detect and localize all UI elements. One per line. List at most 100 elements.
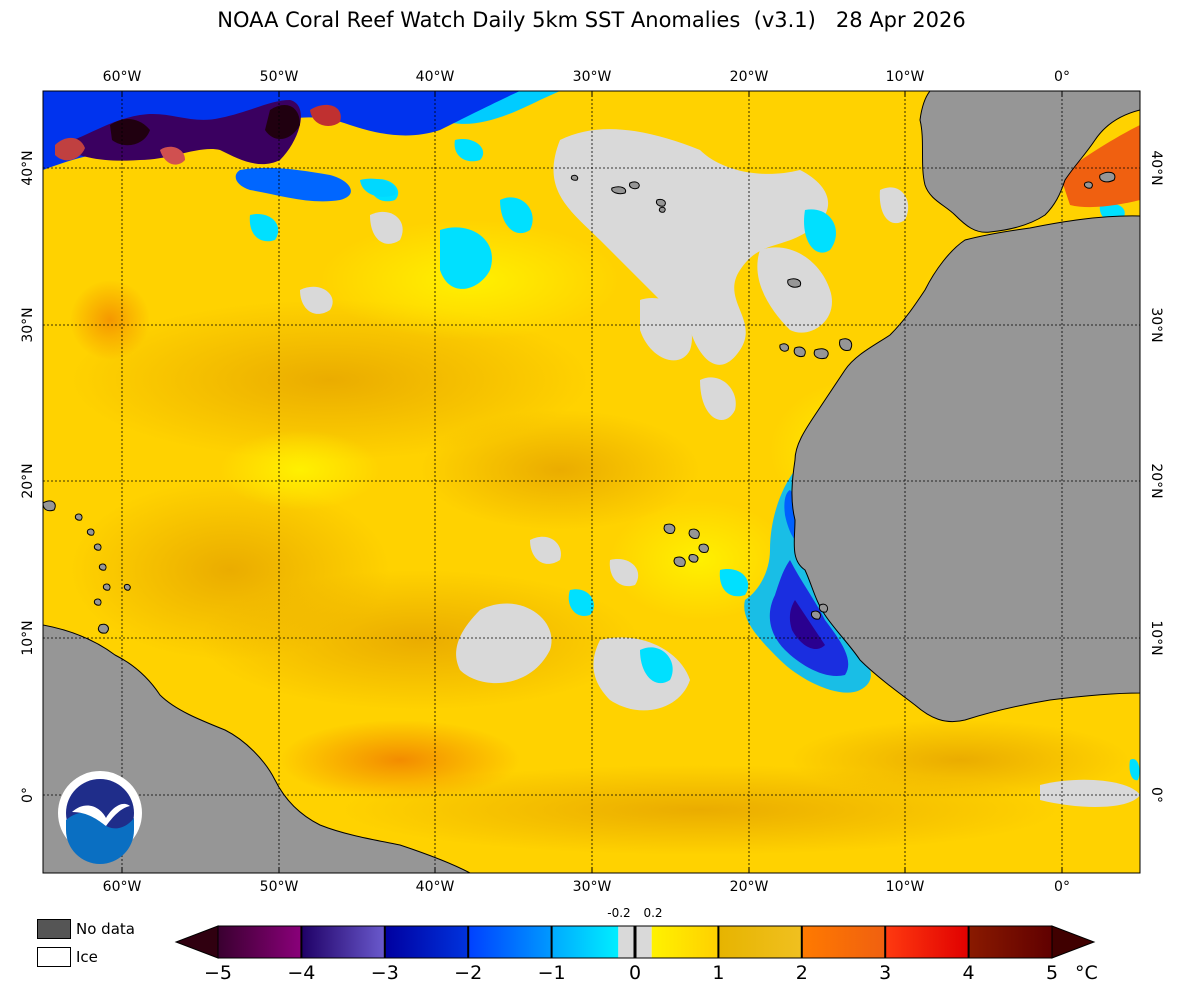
- lon-label-bottom: 20°W: [729, 879, 769, 895]
- nodata-label: No data: [76, 920, 135, 938]
- madeira-island: [787, 278, 802, 288]
- gulf-stream-deep-band: [60, 100, 301, 165]
- mediterranean-warm-area: [1060, 125, 1140, 208]
- lat-label-left: 0°: [20, 787, 36, 803]
- lon-label-bottom: 50°W: [259, 879, 299, 895]
- cape-verde-island: [688, 528, 700, 539]
- cape-verde-island: [673, 556, 686, 567]
- colorbar-segment: [718, 926, 802, 958]
- mild-anomaly-patch: [220, 430, 380, 510]
- lat-label-right: 0°: [1148, 787, 1164, 803]
- colorbar-segment: [384, 926, 469, 958]
- caribbean-island: [86, 528, 95, 536]
- caribbean-island: [93, 598, 102, 606]
- colorbar-segment: [968, 926, 1052, 958]
- colorbar-tick-label: 1: [712, 962, 725, 984]
- lat-label-left: 40°N: [20, 150, 36, 186]
- colorbar-tick-label: −3: [370, 962, 399, 984]
- gulf-stream-warm-eddy: [55, 137, 85, 161]
- gulf-stream-cold-core: [265, 105, 300, 140]
- azores-island: [629, 181, 640, 190]
- hot-anomaly-patch: [280, 720, 520, 800]
- warm-anomaly-patch: [790, 720, 1130, 800]
- colorbar-min-extend: [174, 925, 219, 959]
- colorbar-small-tick: -0.2: [607, 906, 631, 920]
- azores-island: [658, 206, 666, 213]
- warm-anomaly-patch: [200, 570, 640, 710]
- gulf-stream-mid-band: [43, 91, 520, 170]
- cape-verde-island: [663, 523, 676, 534]
- tick-marks: [121, 91, 1063, 873]
- colorbar-tick-label: −1: [537, 962, 566, 984]
- colorbar-tick-label: −2: [454, 962, 483, 984]
- caribbean-island: [102, 583, 111, 591]
- colorbar-segment: [218, 926, 302, 958]
- noaa-logo-icon: [58, 771, 142, 864]
- upwelling-deep-band: [769, 560, 849, 676]
- lat-label-left: 10°N: [20, 620, 36, 656]
- lat-label-right: 30°N: [1148, 307, 1164, 343]
- warm-anomaly-patch: [70, 300, 590, 460]
- colorbar: [174, 925, 1096, 959]
- azores-island: [656, 199, 666, 207]
- caribbean-island: [98, 563, 107, 571]
- colorbar-segment: [301, 926, 385, 958]
- balearic-island: [1084, 181, 1093, 189]
- canary-island: [839, 338, 853, 351]
- canary-island: [793, 346, 806, 357]
- colorbar-tick-label: 5: [1045, 962, 1059, 984]
- map-title: NOAA Coral Reef Watch Daily 5km SST Anom…: [217, 8, 966, 32]
- lon-label-top: 10°W: [885, 69, 925, 85]
- africa-landmass: [791, 215, 1140, 723]
- colorbar-segment: [801, 926, 886, 958]
- lon-label-top: 60°W: [102, 69, 142, 85]
- lon-label-top: 20°W: [729, 69, 769, 85]
- lon-label-bottom: 30°W: [572, 879, 612, 895]
- land-masses: [43, 91, 1140, 873]
- gulf-stream-cold-core: [110, 118, 150, 146]
- colorbar-tick-label: −4: [287, 962, 316, 984]
- bijagos-island: [818, 603, 829, 613]
- lon-label-top: 30°W: [572, 69, 612, 85]
- lon-label-bottom: 60°W: [102, 879, 142, 895]
- caribbean-island: [123, 584, 131, 591]
- gulf-stream-warm-eddy: [160, 146, 185, 165]
- colorbar-tick-label: 0: [628, 962, 642, 984]
- iberian-peninsula: [919, 91, 1140, 233]
- cape-verde-island: [688, 554, 699, 563]
- lat-label-left: 20°N: [20, 463, 36, 499]
- colorbar-unit: °C: [1075, 962, 1098, 984]
- warm-anomaly-patch: [420, 410, 700, 530]
- colorbar-tick-label: 3: [879, 962, 892, 984]
- colorbar-max-extend: [1051, 925, 1096, 959]
- gulf-stream-tail: [360, 178, 396, 197]
- lon-label-top: 40°W: [415, 69, 455, 85]
- lat-label-right: 10°N: [1148, 620, 1164, 656]
- ice-label: Ice: [76, 948, 98, 966]
- azores-island: [570, 174, 579, 181]
- lon-label-bottom: 40°W: [415, 879, 455, 895]
- cape-verde-island: [698, 543, 709, 553]
- upwelling-core: [789, 600, 825, 650]
- lon-label-top: 0°: [1054, 69, 1070, 85]
- colorbar-tick-label: 4: [962, 962, 975, 984]
- gulf-stream-warm-eddy: [310, 104, 341, 126]
- lat-label-right: 40°N: [1148, 150, 1164, 186]
- bijagos-island: [811, 610, 821, 620]
- canary-island: [779, 343, 789, 352]
- caribbean-island: [74, 513, 83, 521]
- colorbar-segment: [468, 926, 552, 958]
- azores-island: [611, 186, 627, 195]
- colorbar-tick-label: 2: [795, 962, 808, 984]
- colorbar-small-tick: 0.2: [643, 906, 663, 920]
- lon-label-bottom: 0°: [1054, 879, 1070, 895]
- lon-label-top: 50°W: [259, 69, 299, 85]
- nodata-swatch: [37, 919, 71, 939]
- lat-label-left: 30°N: [20, 307, 36, 343]
- canary-island: [813, 348, 829, 359]
- caribbean-island: [97, 623, 109, 634]
- caribbean-island: [93, 543, 102, 551]
- colorbar-segment: [551, 926, 619, 958]
- balearic-island: [1099, 171, 1116, 183]
